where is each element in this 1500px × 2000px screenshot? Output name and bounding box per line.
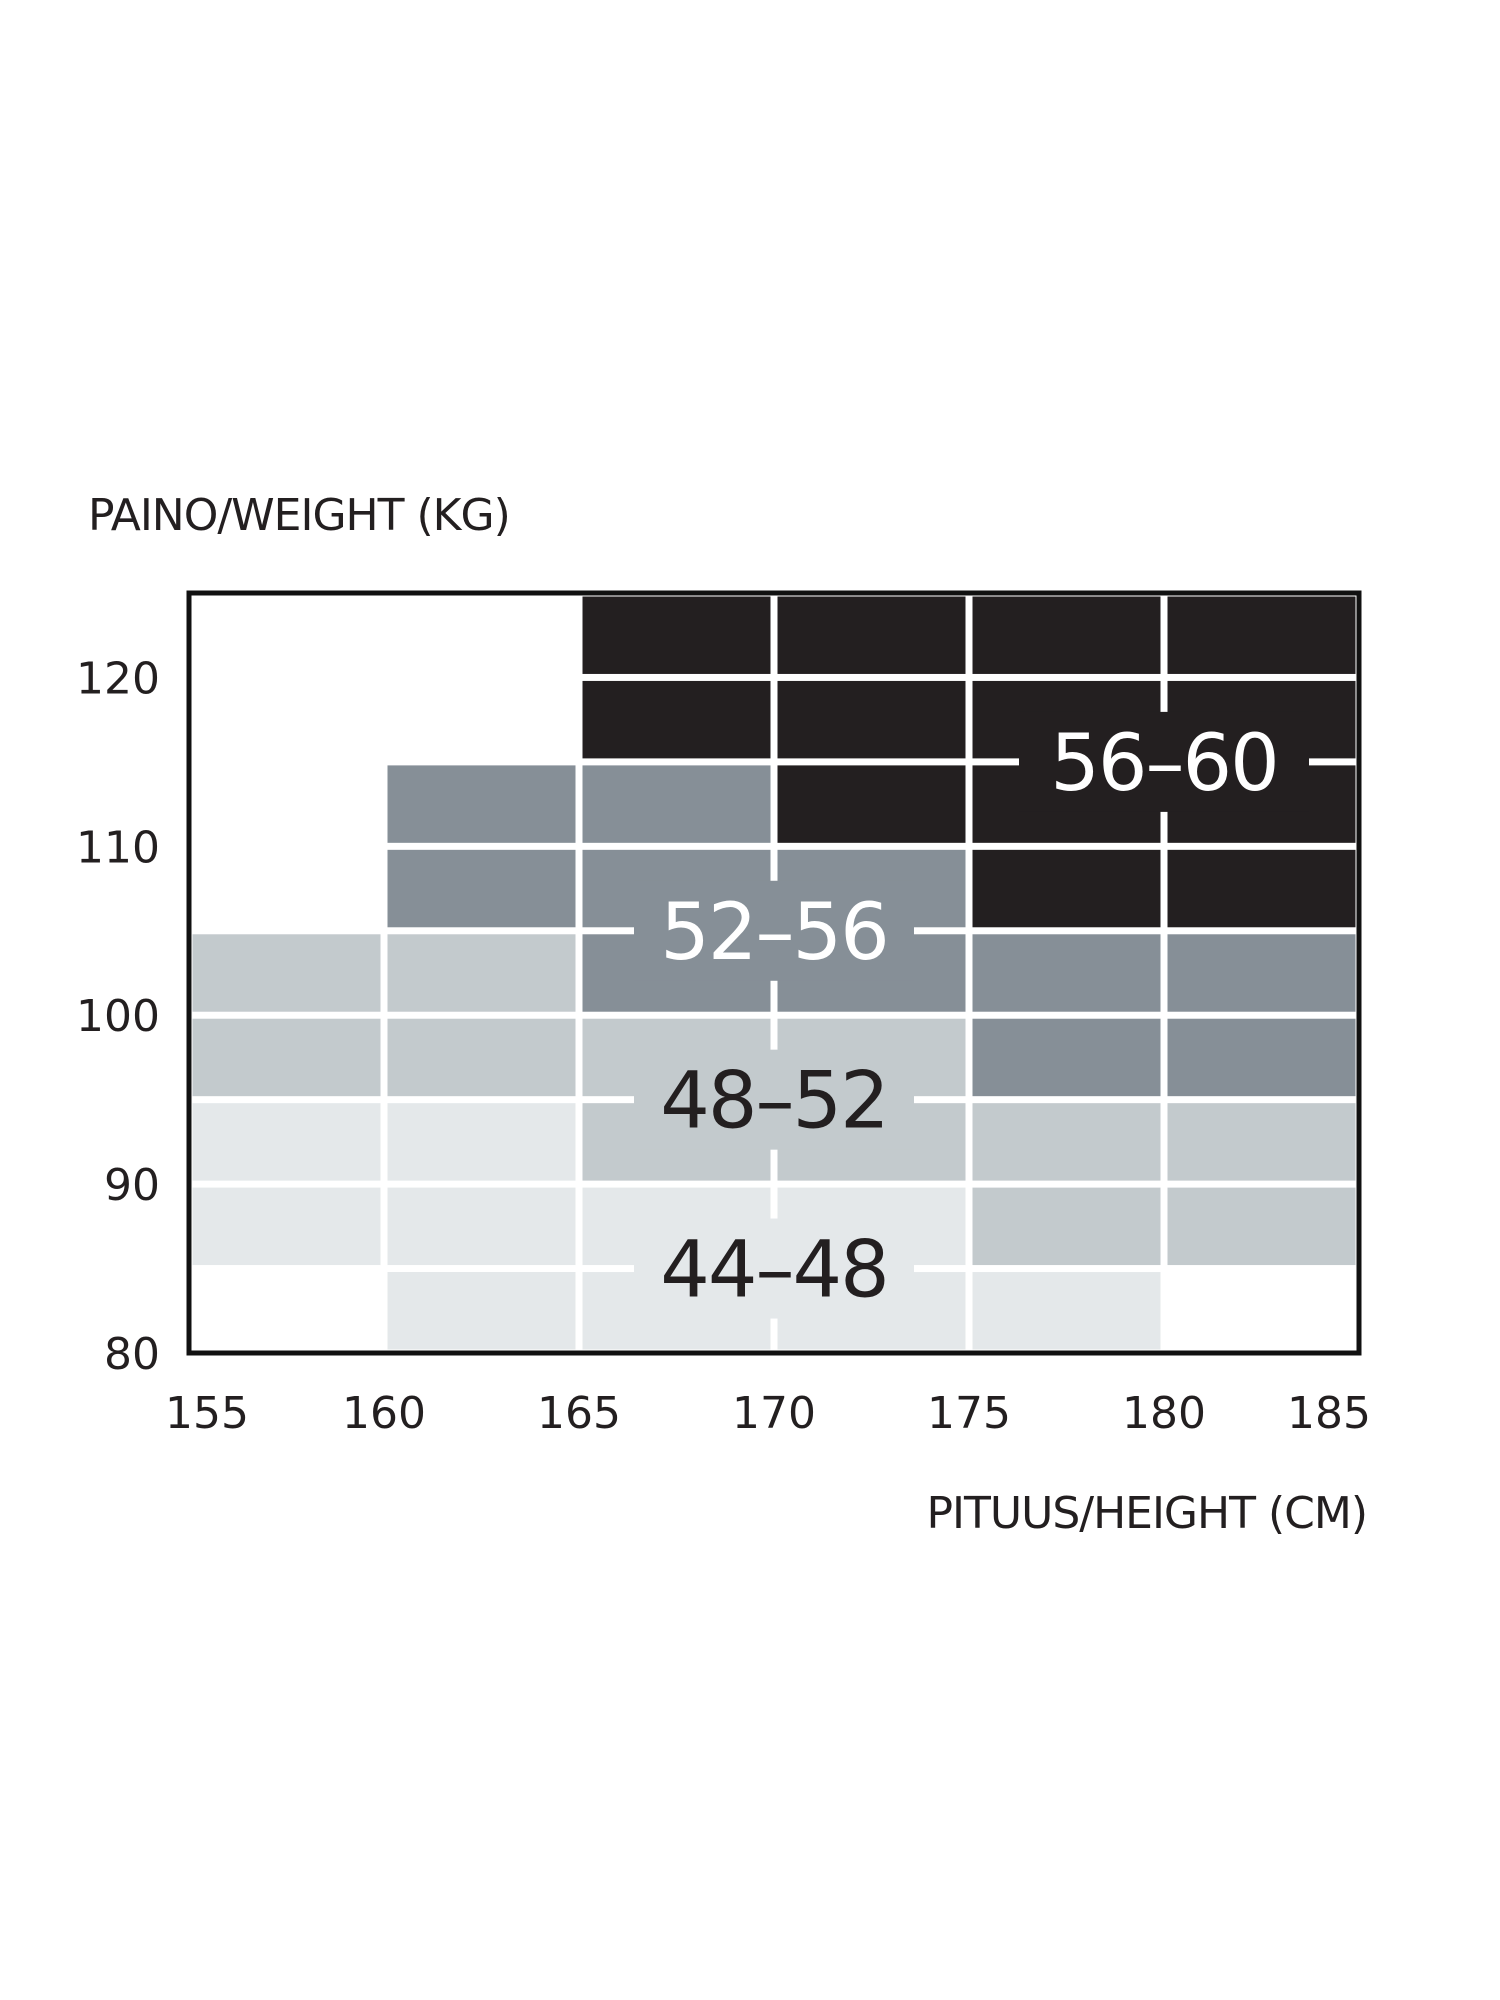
cell (972, 1018, 1161, 1097)
y-axis-title: PAINO/WEIGHT (KG) (88, 490, 510, 541)
cell (972, 849, 1161, 928)
cell (387, 1018, 576, 1097)
cell (192, 934, 381, 1012)
cell (192, 1187, 381, 1266)
y-ticks: 120 110 100 90 80 (76, 653, 160, 1380)
cell (582, 765, 771, 843)
size-label: 44–48 (660, 1226, 888, 1316)
size-label-background (634, 1218, 914, 1319)
size-label: 48–52 (660, 1057, 888, 1147)
cell (972, 596, 1161, 674)
size-label-background (634, 1049, 914, 1150)
cell (387, 1103, 576, 1181)
x-ticks: 155 160 165 170 175 180 185 (165, 1388, 1371, 1439)
x-tick-label: 155 (165, 1388, 249, 1439)
y-tick-label: 90 (104, 1160, 160, 1211)
cell (582, 596, 771, 674)
x-tick-label: 170 (732, 1388, 816, 1439)
cell (777, 596, 966, 674)
cell (777, 765, 966, 843)
chart-frame (186, 590, 1362, 1356)
size-label-background (634, 880, 914, 981)
size-label: 52–56 (660, 888, 888, 978)
cell (582, 680, 771, 759)
x-tick-label: 160 (342, 1388, 426, 1439)
x-axis-title: PITUUS/HEIGHT (CM) (927, 1488, 1367, 1539)
cell (1167, 596, 1356, 674)
y-tick-label: 80 (104, 1329, 160, 1380)
cell-partial (387, 1272, 576, 1311)
x-tick-label: 175 (927, 1388, 1011, 1439)
size-labels-layer: 56–60 52–56 48–52 44–48 (634, 711, 1309, 1319)
y-tick-label: 110 (76, 822, 160, 873)
cell (972, 1103, 1161, 1181)
cell (1167, 1103, 1356, 1181)
cell (1167, 849, 1356, 928)
cell (387, 765, 576, 843)
y-tick-label: 120 (76, 653, 160, 704)
x-tick-label: 180 (1122, 1388, 1206, 1439)
size-label-background (1019, 711, 1309, 812)
cell (387, 849, 576, 928)
x-tick-label: 165 (537, 1388, 621, 1439)
cell (972, 934, 1161, 1012)
cell (1167, 1018, 1356, 1097)
cell (1167, 1187, 1356, 1266)
size-label: 56–60 (1050, 719, 1278, 809)
cell (777, 680, 966, 759)
cell (972, 1187, 1161, 1266)
cell (387, 1187, 576, 1266)
x-tick-label: 185 (1287, 1388, 1371, 1439)
cell (1167, 934, 1356, 1012)
cell (387, 934, 576, 1012)
cell (192, 1018, 381, 1097)
cell (192, 1103, 381, 1181)
cell (972, 1272, 1161, 1350)
y-tick-label: 100 (76, 991, 160, 1042)
